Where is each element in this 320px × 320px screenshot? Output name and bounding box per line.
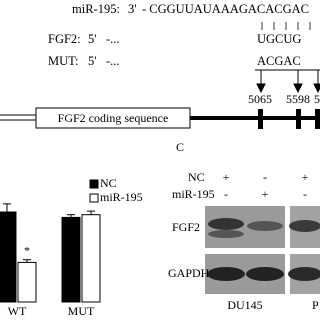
bar — [17, 261, 37, 303]
wt-label: FGF2: — [48, 32, 81, 46]
legend-label: miR-195 — [100, 190, 143, 204]
bar — [0, 211, 17, 303]
panel-label: C — [176, 140, 184, 154]
position: 5065 — [248, 92, 272, 106]
pairing-lines — [261, 22, 311, 30]
mir-seq: - CGGUUAUAAAGACACGAC — [142, 2, 309, 16]
mir-end: 3' — [128, 2, 137, 16]
blot-sign: + — [302, 170, 309, 184]
gene-map — [0, 107, 320, 129]
wt-seq: UGCUG — [257, 32, 301, 46]
cell-line-label: P — [312, 298, 319, 312]
band-label: FGF2 — [172, 220, 200, 234]
blot-row-label: miR-195 — [172, 187, 215, 201]
wt-end: 5' — [88, 32, 97, 46]
cell-line-label: DU145 — [227, 298, 262, 312]
gene-box-label: FGF2 coding sequence — [58, 111, 169, 125]
blot-image — [205, 206, 320, 294]
mut-end: 5' — [88, 54, 97, 68]
position: 5 — [314, 92, 320, 106]
significance-mark: * — [24, 243, 30, 257]
mut-label: MUT: — [48, 54, 79, 68]
position: 5598 — [286, 92, 310, 106]
blot-sign: - — [224, 187, 228, 201]
wt-dots: -... — [106, 32, 120, 46]
blot-sign: - — [263, 170, 267, 184]
mut-dots: -... — [106, 54, 120, 68]
legend-label: NC — [100, 176, 117, 190]
x-tick-label: MUT — [68, 304, 95, 318]
blot-sign: + — [262, 187, 269, 201]
bar — [61, 216, 81, 303]
site-arrows — [255, 69, 320, 94]
mut-seq: ACGAC — [257, 54, 301, 68]
blot-row-label: NC — [188, 170, 205, 184]
band-label: GAPDH — [168, 266, 210, 280]
blot-sign: + — [223, 170, 230, 184]
blot-sign: - — [303, 187, 307, 201]
x-tick-label: WT — [8, 304, 27, 318]
legend-swatch — [89, 193, 99, 203]
mir-label: miR-195: — [72, 2, 120, 16]
bar — [81, 214, 101, 303]
legend-swatch — [89, 179, 99, 189]
